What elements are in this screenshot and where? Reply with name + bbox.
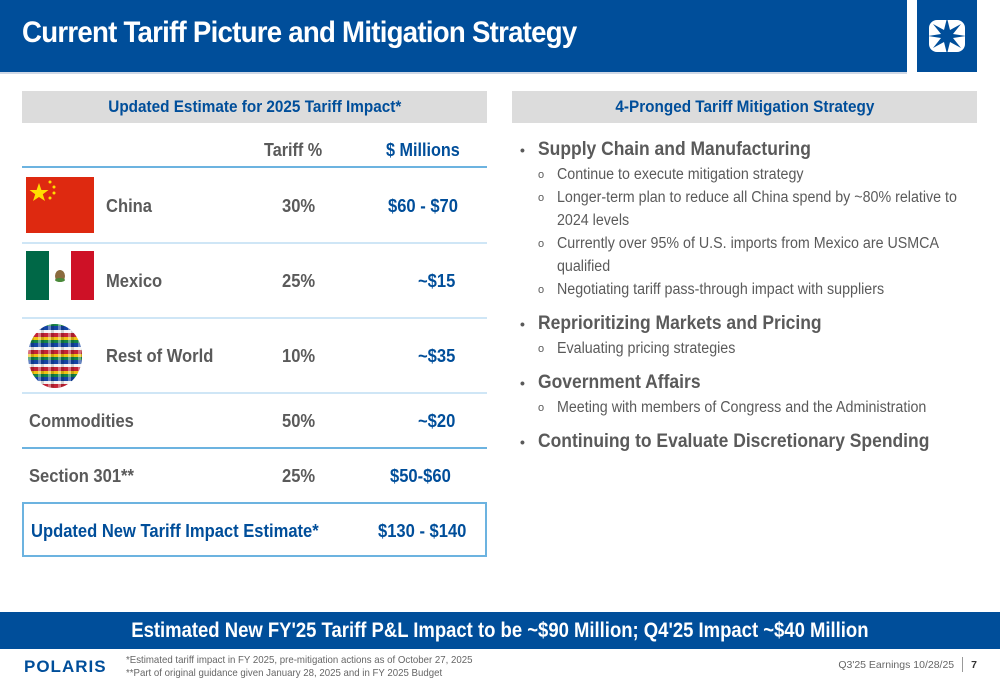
mexico-flag-icon	[26, 251, 95, 300]
strategy-heading: Continuing to Evaluate Discretionary Spe…	[538, 431, 930, 452]
impact-banner: Estimated New FY'25 Tariff P&L Impact to…	[0, 612, 1000, 649]
row-millions: ~$20	[418, 411, 456, 431]
title-bar: Current Tariff Picture and Mitigation St…	[0, 0, 907, 72]
sub-bullet-icon: o	[538, 284, 545, 296]
page-number: 7	[971, 658, 977, 671]
strategy-detail: Evaluating pricing strategies	[557, 340, 736, 357]
strategy-item: • Supply Chain and Manufacturing o Continu…	[520, 137, 980, 301]
bullet-icon: •	[520, 142, 525, 158]
strategy-item: • Government Affairs o Meeting with member…	[520, 370, 980, 419]
title-divider	[0, 72, 907, 74]
row-label: Section 301**	[29, 466, 134, 486]
bullet-icon: •	[520, 434, 525, 450]
footnotes: *Estimated tariff impact in FY 2025, pre…	[126, 654, 503, 680]
mitigation-strategy-title: 4-Pronged Tariff Mitigation Strategy	[614, 97, 874, 116]
footnote: **Part of original guidance given Januar…	[126, 667, 443, 679]
event-label: Q3'25 Earnings 10/28/25	[838, 658, 955, 671]
polaris-wordmark-logo: POLARIS	[24, 657, 107, 676]
total-estimate-row: Updated New Tariff Impact Estimate* $130…	[22, 502, 487, 557]
row-label: Commodities	[29, 411, 134, 431]
mitigation-strategy-header: 4-Pronged Tariff Mitigation Strategy	[512, 91, 977, 123]
column-header-millions: $ Millions	[386, 140, 460, 160]
row-tariff: 25%	[282, 271, 316, 291]
footer-meta: Q3'25 Earnings 10/28/25 7	[838, 657, 977, 672]
strategy-heading: Supply Chain and Manufacturing	[538, 139, 811, 160]
row-tariff: 25%	[282, 466, 316, 486]
row-millions: ~$35	[418, 346, 456, 366]
column-header-tariff: Tariff %	[264, 140, 323, 160]
strategy-list: • Supply Chain and Manufacturing o Continu…	[520, 137, 980, 461]
strategy-heading: Government Affairs	[538, 372, 701, 393]
total-millions: $130 - $140	[378, 521, 467, 541]
sub-bullet-icon: o	[538, 343, 545, 355]
row-tariff: 50%	[282, 411, 316, 431]
strategy-item: • Continuing to Evaluate Discretionary Sp…	[520, 429, 980, 455]
table-row: Rest of World 10% ~$35	[22, 319, 487, 394]
tariff-estimate-header: Updated Estimate for 2025 Tariff Impact*	[22, 91, 487, 123]
strategy-detail: Longer-term plan to reduce all China spe…	[557, 189, 957, 229]
bullet-icon: •	[520, 316, 525, 332]
world-flags-globe-icon	[28, 324, 82, 388]
row-label: Mexico	[106, 271, 163, 291]
sub-bullet-icon: o	[538, 402, 545, 414]
row-millions: $50-$60	[390, 466, 451, 486]
row-millions: $60 - $70	[388, 196, 458, 216]
footer-divider	[962, 657, 964, 672]
sub-bullet-icon: o	[538, 238, 545, 250]
table-row: Mexico 25% ~$15	[22, 244, 487, 319]
row-millions: ~$15	[418, 271, 456, 291]
table-row: Section 301** 25% $50-$60	[22, 449, 487, 503]
strategy-detail: Continue to execute mitigation strategy	[557, 166, 804, 183]
polaris-logo-badge	[917, 0, 977, 72]
row-label: China	[106, 196, 153, 216]
tariff-estimate-title: Updated Estimate for 2025 Tariff Impact*	[107, 97, 402, 116]
page-title: Current Tariff Picture and Mitigation St…	[22, 16, 577, 49]
row-label: Rest of World	[106, 346, 214, 366]
tariff-table: Tariff % $ Millions China 30% $60 - $70 …	[22, 125, 487, 503]
strategy-detail: Meeting with members of Congress and the…	[557, 399, 927, 416]
strategy-detail: Currently over 95% of U.S. imports from …	[557, 235, 939, 275]
row-tariff: 30%	[282, 196, 316, 216]
polaris-star-icon	[928, 18, 966, 54]
total-label: Updated New Tariff Impact Estimate*	[31, 521, 319, 541]
table-header-row: Tariff % $ Millions	[22, 125, 487, 168]
impact-banner-text: Estimated New FY'25 Tariff P&L Impact to…	[131, 618, 869, 642]
strategy-detail: Negotiating tariff pass-through impact w…	[557, 281, 885, 298]
strategy-item: • Reprioritizing Markets and Pricing o Eva…	[520, 311, 980, 360]
china-flag-icon	[26, 177, 94, 233]
row-tariff: 10%	[282, 346, 316, 366]
table-row: China 30% $60 - $70	[22, 168, 487, 244]
table-row: Commodities 50% ~$20	[22, 394, 487, 449]
footnote: *Estimated tariff impact in FY 2025, pre…	[126, 654, 473, 666]
sub-bullet-icon: o	[538, 192, 545, 204]
bullet-icon: •	[520, 375, 525, 391]
strategy-heading: Reprioritizing Markets and Pricing	[538, 313, 822, 334]
sub-bullet-icon: o	[538, 169, 545, 181]
